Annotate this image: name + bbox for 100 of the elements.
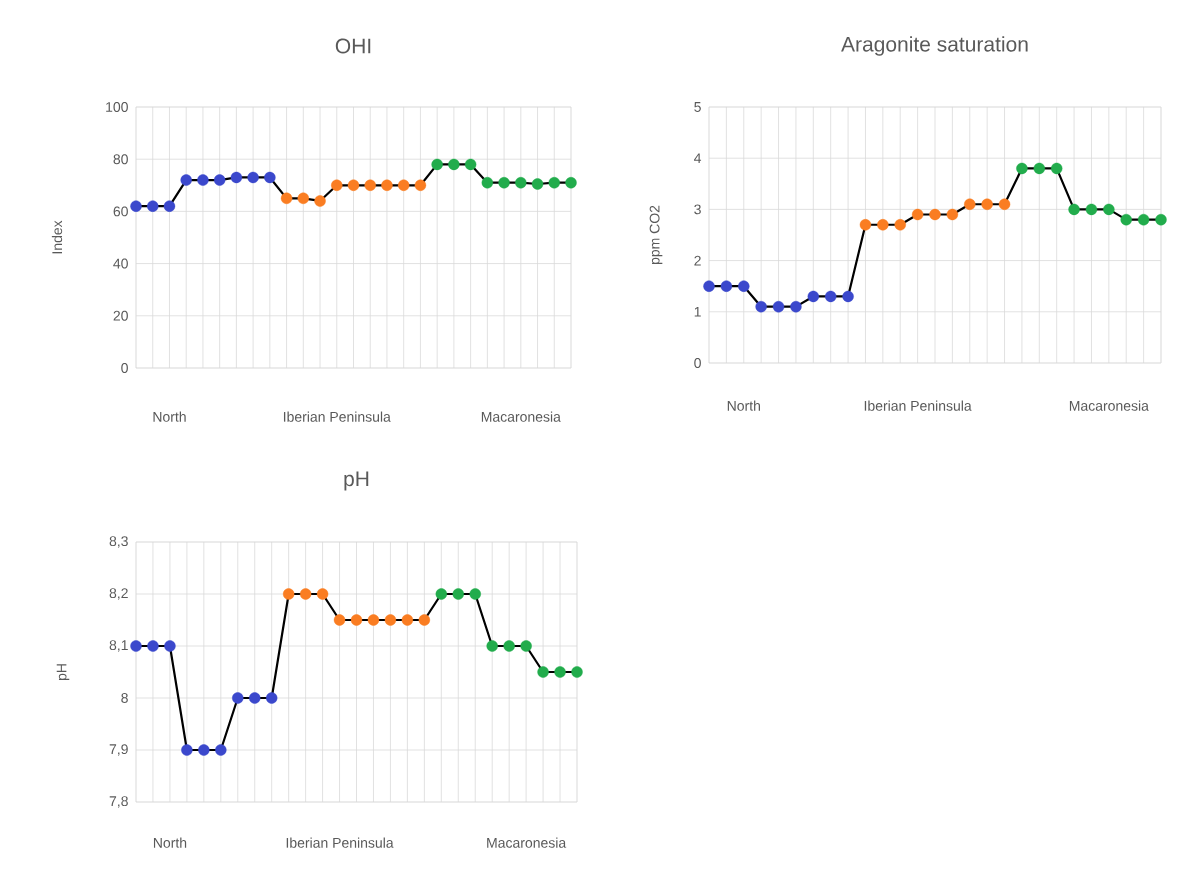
point <box>929 208 941 221</box>
chart-title: pH <box>344 471 369 491</box>
point <box>418 614 431 626</box>
y-tick-label: 5 <box>694 102 701 112</box>
y-tick-label: 100 <box>106 102 128 112</box>
point <box>181 744 193 756</box>
point <box>266 692 278 704</box>
point <box>414 179 427 191</box>
point <box>738 280 750 292</box>
point <box>316 588 329 600</box>
point <box>280 192 293 205</box>
point <box>571 666 583 678</box>
point <box>859 219 872 231</box>
y-tick-label: 0 <box>694 358 701 368</box>
point <box>703 280 715 292</box>
point <box>981 198 993 210</box>
point <box>894 219 906 231</box>
y-tick-label: 8,3 <box>109 536 128 548</box>
point <box>877 219 889 231</box>
point <box>130 200 142 212</box>
point <box>998 198 1011 210</box>
y-tick-label: 0 <box>121 363 128 373</box>
point <box>367 614 380 626</box>
point <box>401 614 414 626</box>
point <box>807 290 820 303</box>
y-tick-label: 60 <box>113 206 128 217</box>
x-tick-label: Macaronesia <box>481 411 561 422</box>
point <box>180 174 192 186</box>
point <box>1050 162 1063 175</box>
point <box>481 176 494 189</box>
point <box>230 171 243 184</box>
point <box>130 640 142 652</box>
y-tick-label: 8,2 <box>109 588 128 600</box>
point <box>469 588 481 600</box>
point <box>333 614 346 626</box>
point <box>1033 162 1046 175</box>
point <box>1085 203 1098 216</box>
point <box>1137 213 1150 226</box>
point <box>772 300 785 313</box>
point <box>164 640 176 652</box>
point <box>486 640 498 652</box>
point <box>431 158 443 171</box>
point <box>554 666 566 678</box>
x-tick-label: Iberian Peninsula <box>864 400 972 411</box>
point <box>824 290 837 303</box>
point <box>197 174 209 186</box>
x-tick-label: North <box>727 400 760 411</box>
x-tick-label: Iberian Peninsula <box>283 411 391 422</box>
y-tick-label: 7,8 <box>109 796 128 808</box>
x-tick-label: Iberian Peninsula <box>286 837 394 848</box>
point <box>1103 203 1115 216</box>
y-axis-title: Index <box>51 220 63 254</box>
point <box>911 208 924 221</box>
y-tick-label: 20 <box>113 310 128 321</box>
point <box>314 195 326 207</box>
point <box>448 158 460 171</box>
point <box>163 200 176 212</box>
point <box>1068 203 1080 216</box>
point <box>520 640 532 652</box>
point <box>1120 213 1132 226</box>
y-axis-title: ppm CO2 <box>649 205 663 265</box>
point <box>531 178 544 190</box>
point <box>537 666 549 678</box>
point <box>384 614 397 626</box>
point <box>503 640 515 652</box>
y-tick-label: 2 <box>694 255 701 266</box>
chart-title: Aragonite saturation <box>841 36 1028 56</box>
point <box>964 198 976 210</box>
y-tick-label: 3 <box>694 204 701 215</box>
point <box>498 176 510 189</box>
y-tick-label: 7,9 <box>109 744 128 756</box>
y-tick-label: 4 <box>694 153 702 164</box>
point <box>515 176 527 189</box>
point <box>790 300 802 313</box>
point <box>198 744 210 756</box>
point <box>147 640 159 652</box>
point <box>213 174 226 186</box>
point <box>842 290 854 303</box>
point <box>249 692 261 704</box>
point <box>720 280 733 292</box>
point <box>282 588 295 600</box>
point <box>1155 213 1167 226</box>
point <box>232 692 244 704</box>
y-tick-label: 8,1 <box>109 640 128 652</box>
y-tick-label: 80 <box>113 154 128 165</box>
x-tick-label: North <box>153 411 186 422</box>
point <box>147 200 159 212</box>
point <box>946 208 959 221</box>
point <box>548 176 560 189</box>
y-tick-label: 1 <box>694 306 701 317</box>
x-tick-label: North <box>153 837 187 848</box>
point <box>347 179 360 191</box>
point <box>264 171 276 184</box>
point <box>464 158 477 171</box>
point <box>297 192 310 205</box>
point <box>565 176 577 189</box>
point <box>755 300 767 313</box>
point <box>452 588 464 600</box>
point <box>247 171 259 184</box>
chart-title: OHI <box>335 38 371 54</box>
